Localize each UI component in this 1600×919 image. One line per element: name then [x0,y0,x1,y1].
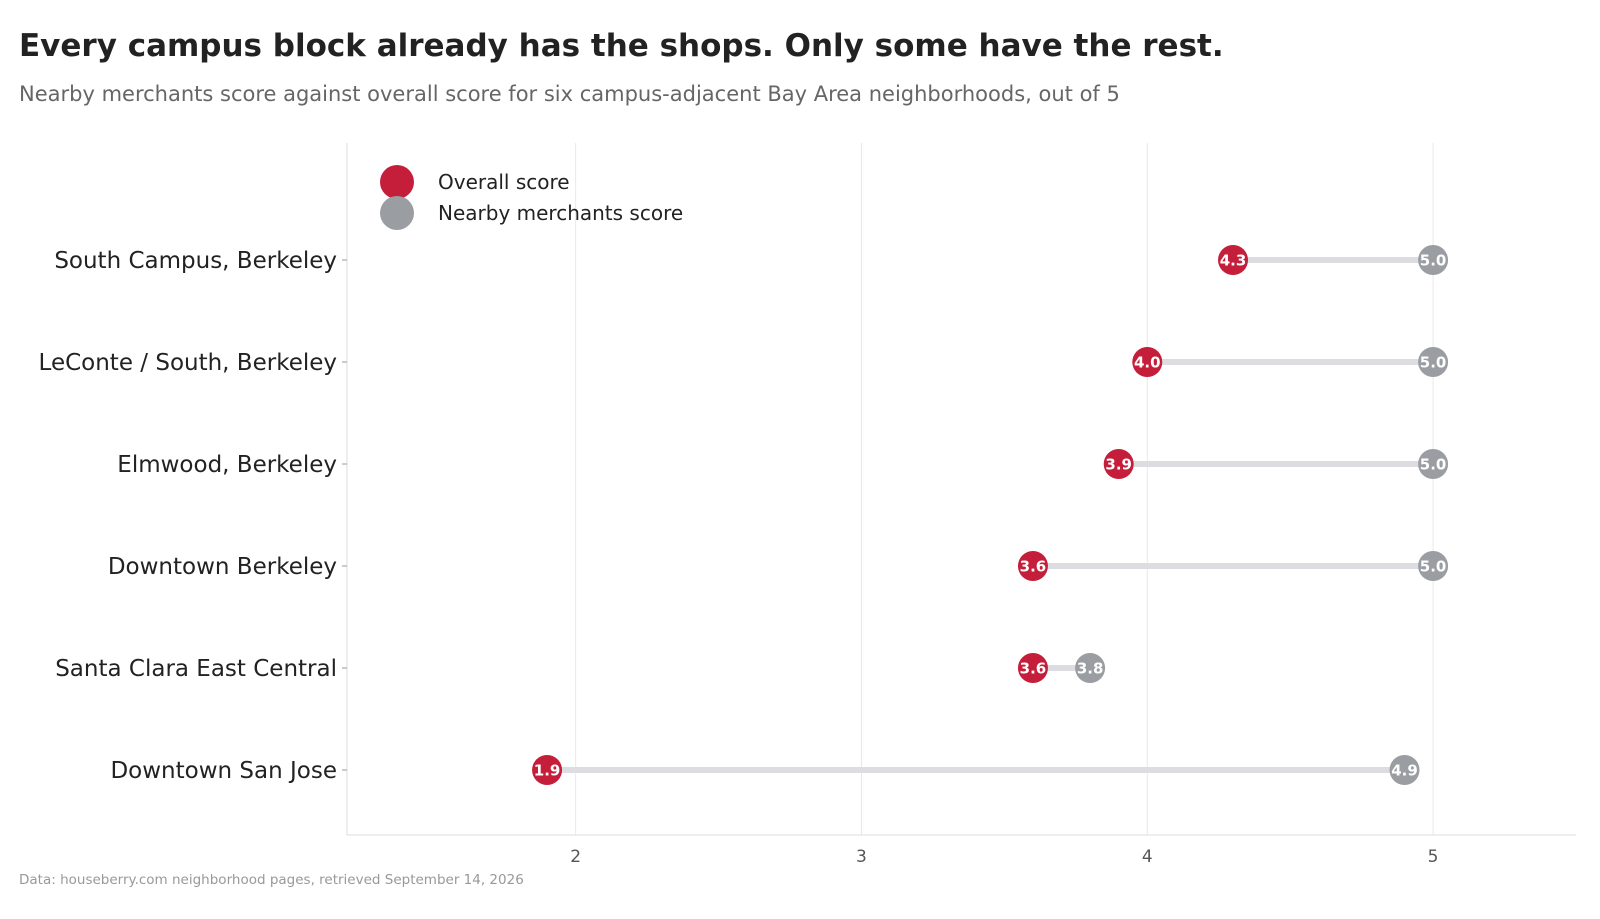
merchants-point [1418,551,1449,581]
merchants-point [1418,245,1449,275]
dumbbell-marks: 5.0 4.3 5.0 4.0 5.0 3.9 5.0 3.6 3.8 3.6 4.9 1.9 [532,245,1449,785]
category-label: Santa Clara East Central [55,656,337,682]
overall-value-label: 3.6 [1020,558,1047,576]
legend-label: Overall score [438,170,570,194]
x-tick-label: 2 [570,847,581,867]
overall-point [1218,245,1249,275]
merchants-value-label: 3.8 [1077,660,1104,678]
category-label: South Campus, Berkeley [54,248,337,274]
x-tick-label: 4 [1142,847,1153,867]
merchants-point [1418,449,1449,479]
legend-marker [380,165,414,199]
chart-subtitle: Nearby merchants score against overall s… [19,82,1120,106]
overall-point [532,755,563,785]
merchants-value-label: 5.0 [1420,456,1447,474]
merchants-value-label: 5.0 [1420,558,1447,576]
legend: Overall score Nearby merchants score [380,165,683,230]
overall-point [1132,347,1163,377]
overall-value-label: 4.0 [1134,354,1161,372]
grid-lines [575,143,1434,835]
category-label: Downtown San Jose [110,758,337,784]
merchants-value-label: 5.0 [1420,354,1447,372]
merchants-point [1389,755,1420,785]
merchants-point [1418,347,1449,377]
overall-point [1017,551,1048,581]
x-tick-label: 3 [856,847,867,867]
category-label: LeConte / South, Berkeley [39,350,337,376]
overall-value-label: 4.3 [1220,252,1247,270]
legend-marker [380,196,414,230]
x-tick-label: 5 [1428,847,1439,867]
legend-label: Nearby merchants score [438,201,683,225]
chart-title: Every campus block already has the shops… [19,28,1224,64]
overall-value-label: 3.9 [1105,456,1132,474]
merchants-value-label: 4.9 [1391,762,1418,780]
category-label: Downtown Berkeley [108,554,337,580]
merchants-point [1075,653,1106,683]
merchants-value-label: 5.0 [1420,252,1447,270]
overall-value-label: 1.9 [534,762,561,780]
axes [346,143,1576,836]
source-note: Data: houseberry.com neighborhood pages,… [19,872,524,888]
x-tick-labels: 2 3 4 5 [570,847,1438,867]
overall-value-label: 3.6 [1020,660,1047,678]
overall-point [1103,449,1134,479]
category-label: Elmwood, Berkeley [117,452,337,478]
overall-point [1017,653,1048,683]
category-labels: South Campus, Berkeley LeConte / South, B… [39,248,347,784]
